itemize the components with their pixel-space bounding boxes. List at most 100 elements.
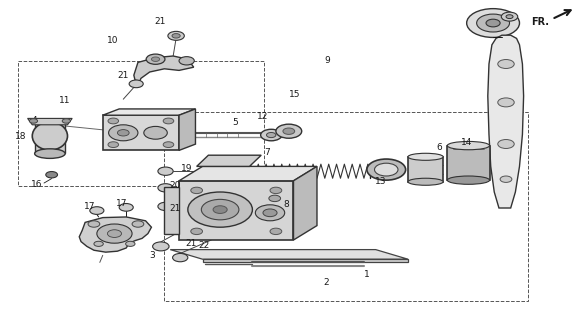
Circle shape [62,119,70,123]
Polygon shape [103,115,179,150]
Bar [18,61,264,186]
Bar [408,157,443,182]
Circle shape [97,224,132,243]
Circle shape [498,140,514,148]
Polygon shape [35,120,65,153]
Polygon shape [488,35,524,208]
Circle shape [46,172,58,178]
Circle shape [108,118,119,124]
Circle shape [270,187,282,194]
Text: 21: 21 [154,17,166,26]
Circle shape [107,230,122,237]
Ellipse shape [447,141,490,150]
Circle shape [146,54,165,64]
Circle shape [276,124,302,138]
Circle shape [506,15,513,19]
Circle shape [158,184,173,192]
Circle shape [255,205,285,221]
Text: 14: 14 [461,138,473,147]
Text: 19: 19 [181,164,193,172]
Text: 13: 13 [375,177,386,186]
Circle shape [375,163,398,176]
Circle shape [179,57,194,65]
Circle shape [109,125,138,141]
Text: 11: 11 [59,96,70,105]
Ellipse shape [447,176,490,184]
Circle shape [90,207,104,214]
Text: 15: 15 [289,90,301,99]
Polygon shape [164,187,179,234]
Circle shape [501,12,518,21]
Polygon shape [28,118,72,125]
Circle shape [126,241,135,246]
Text: 16: 16 [31,180,42,189]
Polygon shape [170,250,408,259]
Text: 17: 17 [116,199,128,208]
Circle shape [477,14,510,32]
Polygon shape [79,217,151,252]
Polygon shape [134,56,194,82]
Bar [164,112,528,301]
Text: 21: 21 [117,71,129,80]
Circle shape [201,199,239,220]
Polygon shape [179,181,294,240]
Circle shape [158,202,173,211]
Circle shape [144,126,167,139]
Circle shape [191,228,203,235]
Circle shape [188,192,252,227]
Ellipse shape [408,153,443,160]
Text: 8: 8 [284,200,289,209]
Text: 10: 10 [107,36,119,45]
Circle shape [153,242,169,251]
Circle shape [158,167,173,175]
Ellipse shape [408,178,443,185]
Text: 12: 12 [257,112,269,121]
Text: 7: 7 [264,148,270,157]
Circle shape [467,9,519,37]
Text: 5: 5 [232,118,238,127]
Circle shape [108,142,119,148]
Circle shape [191,187,203,194]
Circle shape [151,57,160,61]
Circle shape [498,98,514,107]
Polygon shape [197,155,261,166]
Circle shape [270,228,282,235]
Circle shape [172,34,180,38]
Circle shape [173,253,188,262]
Text: 22: 22 [198,241,210,250]
Text: 9: 9 [325,56,330,65]
Polygon shape [179,109,195,150]
Circle shape [500,176,512,182]
Ellipse shape [35,149,65,158]
Text: 1: 1 [364,270,370,279]
Circle shape [29,119,38,123]
Text: 18: 18 [15,132,26,141]
Circle shape [163,142,174,148]
Polygon shape [294,166,317,240]
Text: 20: 20 [169,181,181,190]
Text: 6: 6 [436,143,442,152]
Circle shape [367,159,406,180]
Circle shape [262,191,288,205]
Circle shape [94,241,103,246]
Text: 21: 21 [185,239,197,248]
Circle shape [486,19,500,27]
Circle shape [119,204,133,211]
Circle shape [266,132,276,138]
Polygon shape [179,166,317,181]
Circle shape [132,221,144,227]
Text: 4: 4 [31,116,37,124]
Text: 17: 17 [83,202,95,211]
Circle shape [168,31,184,40]
Circle shape [213,206,227,213]
Circle shape [117,130,129,136]
Circle shape [261,129,282,141]
Bar [447,146,490,180]
Circle shape [498,60,514,68]
Text: FR.: FR. [531,17,549,27]
Circle shape [163,118,174,124]
Polygon shape [203,259,408,262]
Text: 3: 3 [150,252,156,260]
Polygon shape [103,109,195,115]
Text: 2: 2 [323,278,329,287]
